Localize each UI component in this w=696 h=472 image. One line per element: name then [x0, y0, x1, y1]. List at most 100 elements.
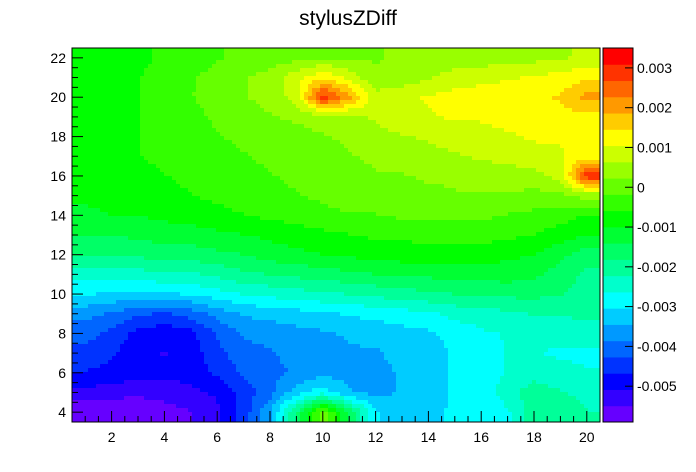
heatmap-cell	[208, 120, 213, 125]
heatmap-cell	[80, 108, 85, 113]
heatmap-cell	[140, 132, 145, 137]
heatmap-cell	[384, 80, 389, 85]
heatmap-cell	[232, 76, 237, 81]
heatmap-cell	[128, 108, 133, 113]
heatmap-cell	[300, 184, 305, 189]
heatmap-cell	[584, 92, 589, 97]
heatmap-cell	[380, 172, 385, 177]
heatmap-cell	[424, 184, 429, 189]
heatmap-cell	[548, 104, 553, 109]
heatmap-cell	[264, 56, 269, 61]
heatmap-cell	[368, 88, 373, 93]
heatmap-cell	[132, 92, 137, 97]
heatmap-cell	[340, 196, 345, 201]
heatmap-cell	[92, 48, 97, 53]
heatmap-cell	[152, 120, 157, 125]
heatmap-cell	[296, 92, 301, 97]
heatmap-cell	[324, 188, 329, 193]
heatmap-cell	[368, 68, 373, 73]
heatmap-cell	[256, 152, 261, 157]
heatmap-cell	[160, 180, 165, 185]
heatmap-cell	[200, 140, 205, 145]
heatmap-cell	[552, 128, 557, 133]
heatmap-cell	[248, 132, 253, 137]
heatmap-cell	[400, 148, 405, 153]
heatmap-cell	[308, 148, 313, 153]
heatmap-cell	[496, 156, 501, 161]
heatmap-cell	[560, 180, 565, 185]
heatmap-cell	[224, 136, 229, 141]
heatmap-cell	[468, 196, 473, 201]
heatmap-cell	[224, 192, 229, 197]
heatmap-cell	[128, 104, 133, 109]
heatmap-cell	[484, 164, 489, 169]
heatmap-cell	[404, 164, 409, 169]
heatmap-cell	[124, 140, 129, 145]
heatmap-cell	[356, 96, 361, 101]
heatmap-cell	[216, 60, 221, 65]
heatmap-cell	[180, 108, 185, 113]
heatmap-cell	[264, 184, 269, 189]
heatmap-cell	[436, 172, 441, 177]
heatmap-cell	[388, 160, 393, 165]
heatmap-cell	[340, 172, 345, 177]
heatmap-cell	[348, 100, 353, 105]
heatmap-cell	[108, 108, 113, 113]
heatmap-cell	[536, 112, 541, 117]
heatmap-cell	[516, 96, 521, 101]
heatmap-cell	[360, 96, 365, 101]
heatmap-cell	[180, 52, 185, 57]
heatmap-cell	[500, 160, 505, 165]
heatmap-cell	[120, 104, 125, 109]
heatmap-cell	[492, 144, 497, 149]
heatmap-cell	[364, 108, 369, 113]
heatmap-cell	[348, 48, 353, 53]
heatmap-cell	[572, 48, 577, 53]
heatmap-cell	[580, 100, 585, 105]
heatmap-cell	[72, 108, 77, 113]
heatmap-cell	[228, 100, 233, 105]
heatmap-cell	[380, 52, 385, 57]
heatmap-cell	[436, 88, 441, 93]
heatmap-cell	[560, 120, 565, 125]
heatmap-cell	[380, 96, 385, 101]
heatmap-cell	[540, 132, 545, 137]
heatmap-cell	[408, 116, 413, 121]
heatmap-cell	[492, 92, 497, 97]
heatmap-cell	[208, 48, 213, 53]
heatmap-cell	[380, 132, 385, 137]
heatmap-cell	[204, 64, 209, 69]
heatmap-cell	[364, 72, 369, 77]
heatmap-cell	[288, 52, 293, 57]
heatmap-cell	[112, 132, 117, 137]
heatmap-cell	[356, 176, 361, 181]
heatmap-cell	[548, 52, 553, 57]
heatmap-cell	[132, 176, 137, 181]
heatmap-cell	[456, 144, 461, 149]
heatmap-cell	[464, 124, 469, 129]
heatmap-cell	[76, 128, 81, 133]
heatmap-cell	[116, 184, 121, 189]
heatmap-cell	[276, 112, 281, 117]
heatmap-cell	[452, 180, 457, 185]
heatmap-cell	[200, 124, 205, 129]
heatmap-cell	[392, 160, 397, 165]
heatmap-cell	[516, 104, 521, 109]
heatmap-cell	[476, 116, 481, 121]
heatmap-cell	[512, 108, 517, 113]
heatmap-cell	[480, 188, 485, 193]
heatmap-cell	[184, 108, 189, 113]
heatmap-cell	[564, 48, 569, 53]
heatmap-cell	[460, 164, 465, 169]
heatmap-cell	[296, 148, 301, 153]
heatmap-cell	[148, 176, 153, 181]
heatmap-cell	[448, 168, 453, 173]
heatmap-cell	[492, 104, 497, 109]
heatmap-cell	[336, 140, 341, 145]
heatmap-cell	[484, 76, 489, 81]
heatmap-cell	[124, 192, 129, 197]
heatmap-cell	[224, 68, 229, 73]
heatmap-cell	[196, 120, 201, 125]
heatmap-cell	[96, 164, 101, 169]
heatmap-cell	[272, 136, 277, 141]
